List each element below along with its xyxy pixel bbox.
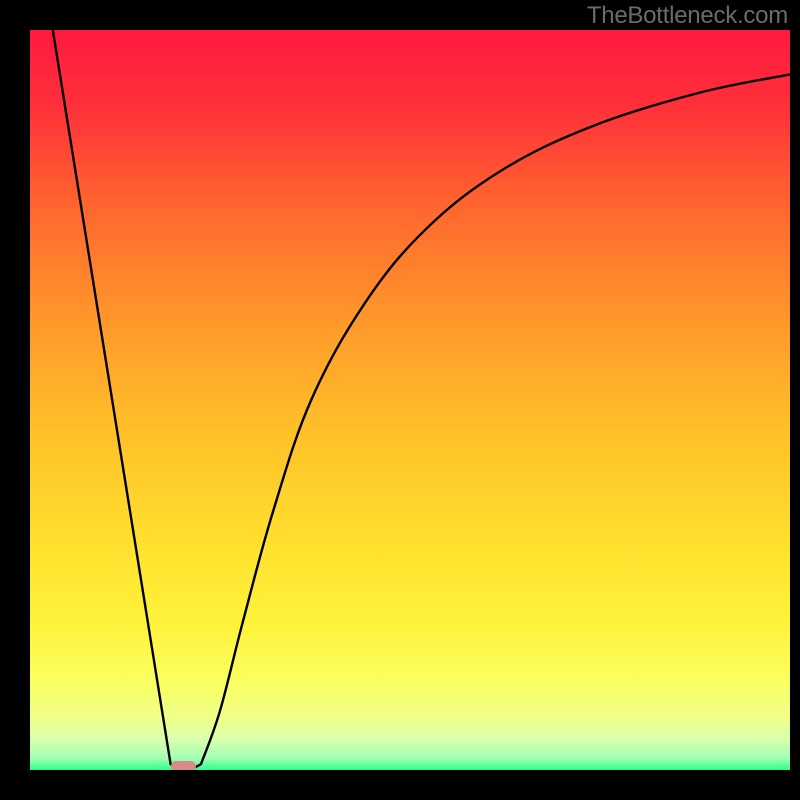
gradient-background bbox=[30, 30, 790, 770]
watermark-text: TheBottleneck.com bbox=[587, 2, 788, 30]
optimal-marker bbox=[171, 761, 195, 770]
curve-svg bbox=[30, 30, 790, 770]
plot-area bbox=[30, 30, 790, 770]
